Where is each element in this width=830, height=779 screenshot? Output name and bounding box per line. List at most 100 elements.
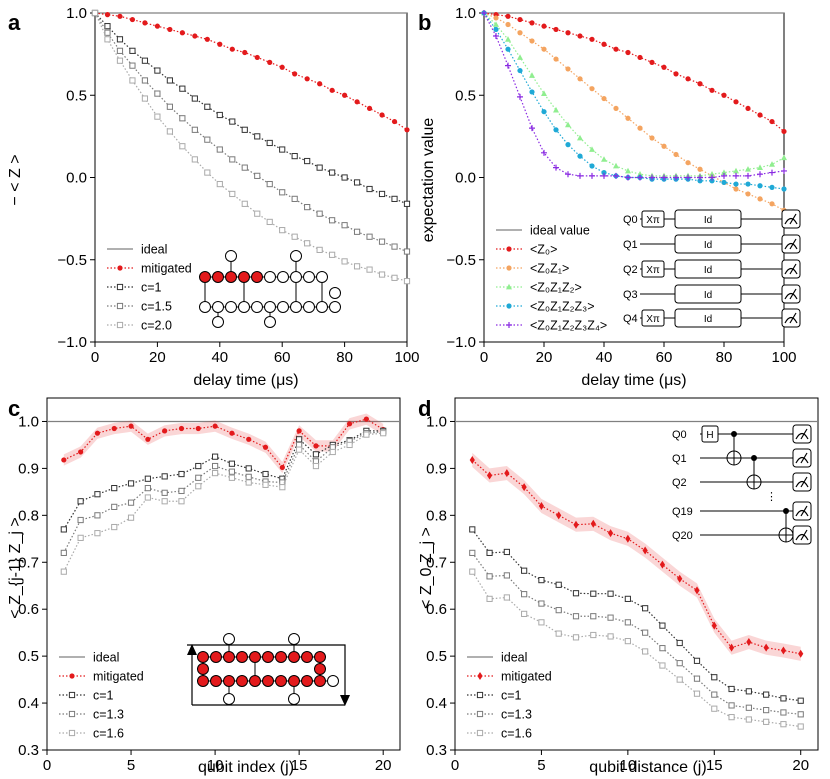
arrow-head — [187, 644, 197, 655]
cnot-cross — [747, 475, 761, 489]
data-point — [291, 153, 298, 160]
data-point — [469, 455, 475, 464]
data-point — [521, 567, 528, 574]
data-point — [316, 246, 323, 253]
qubit-node — [249, 675, 261, 687]
data-point — [366, 266, 373, 273]
series-line — [471, 459, 801, 655]
data-point — [693, 690, 701, 697]
qubit-node — [223, 693, 235, 705]
data-point — [721, 172, 727, 179]
cnot-control — [783, 508, 789, 514]
qubit-node — [303, 271, 315, 283]
data-point — [127, 499, 135, 506]
data-point — [505, 46, 511, 52]
data-point — [697, 178, 703, 184]
data-point — [191, 156, 198, 163]
legend-marker — [68, 729, 76, 737]
data-point — [649, 59, 655, 65]
idle-gate — [674, 234, 742, 254]
data-point — [757, 196, 763, 202]
data-point — [341, 222, 348, 229]
series-<Z₀> — [481, 10, 787, 135]
legend-entry: c=1 — [107, 281, 162, 295]
legend-marker — [68, 710, 76, 718]
data-point — [77, 516, 84, 524]
qubit-label: Q20 — [672, 530, 693, 542]
data-point — [781, 167, 787, 174]
data-point — [721, 169, 727, 175]
qubit-node — [329, 287, 341, 299]
data-point — [161, 473, 168, 480]
data-point — [254, 54, 260, 61]
legend-entry: <Z₀Z₁> — [496, 262, 569, 276]
h-gate-label: H — [706, 430, 713, 441]
measure-needle — [800, 529, 808, 541]
data-point — [711, 705, 718, 712]
data-point — [60, 526, 67, 533]
y-tick-label: 0.3 — [426, 742, 447, 759]
qubit-node — [303, 301, 315, 313]
ylabel-b: expectation value — [420, 118, 437, 243]
circuit-diagram-d: Q0 Q1 Q2 ⋮ Q19 Q20 H — [672, 424, 812, 545]
data-point — [204, 136, 211, 143]
data-point — [763, 691, 770, 698]
qubit-node — [329, 301, 341, 313]
data-point — [228, 474, 236, 481]
data-point — [104, 23, 111, 30]
data-point — [577, 33, 583, 39]
arrow-head — [340, 695, 350, 706]
series-line — [94, 12, 408, 282]
measure-needle — [789, 213, 797, 225]
data-point — [659, 645, 666, 652]
data-point — [780, 695, 787, 702]
series-line — [94, 12, 408, 205]
data-point — [211, 462, 219, 470]
qubit-node — [223, 633, 235, 645]
data-point — [555, 630, 562, 637]
x-tick-label: 20 — [149, 349, 166, 366]
data-point — [246, 436, 252, 442]
legend-entry: c=1 — [59, 689, 114, 703]
x-tick-label: 15 — [291, 757, 308, 774]
qubit-label: ⋮ — [766, 491, 777, 503]
qubit-node — [327, 675, 339, 687]
y-tick-label: −0.5 — [446, 252, 476, 269]
data-point — [296, 428, 302, 434]
data-point — [316, 210, 323, 217]
data-point — [589, 146, 595, 152]
panel-letter-c: c — [8, 396, 20, 421]
qubit-node — [251, 271, 263, 283]
data-point — [61, 457, 67, 463]
data-point — [228, 460, 236, 467]
data-point — [403, 200, 411, 207]
data-point — [262, 444, 269, 450]
data-point — [541, 109, 547, 115]
series-line — [483, 12, 785, 177]
data-point — [229, 46, 235, 52]
data-point — [211, 469, 219, 477]
series-c=1.6 — [469, 568, 804, 730]
data-point — [141, 95, 149, 102]
legend-entry: <Z₀> — [496, 243, 557, 257]
data-point — [733, 181, 739, 187]
x-gate-label: Xπ — [646, 215, 660, 226]
data-point — [745, 688, 752, 695]
data-point — [228, 468, 236, 475]
data-point — [129, 16, 136, 23]
data-point — [229, 156, 236, 163]
series-line — [94, 12, 408, 131]
measure-needle — [789, 238, 797, 250]
path-arrow — [187, 644, 346, 706]
legend-label: <Z₀> — [530, 243, 557, 257]
data-point — [769, 161, 775, 167]
data-point — [154, 90, 161, 97]
data-point — [709, 174, 715, 181]
data-point — [529, 38, 535, 44]
data-point — [659, 560, 666, 569]
data-point — [711, 691, 718, 698]
data-point — [757, 112, 763, 118]
data-point — [797, 697, 804, 704]
series-line — [483, 12, 785, 211]
